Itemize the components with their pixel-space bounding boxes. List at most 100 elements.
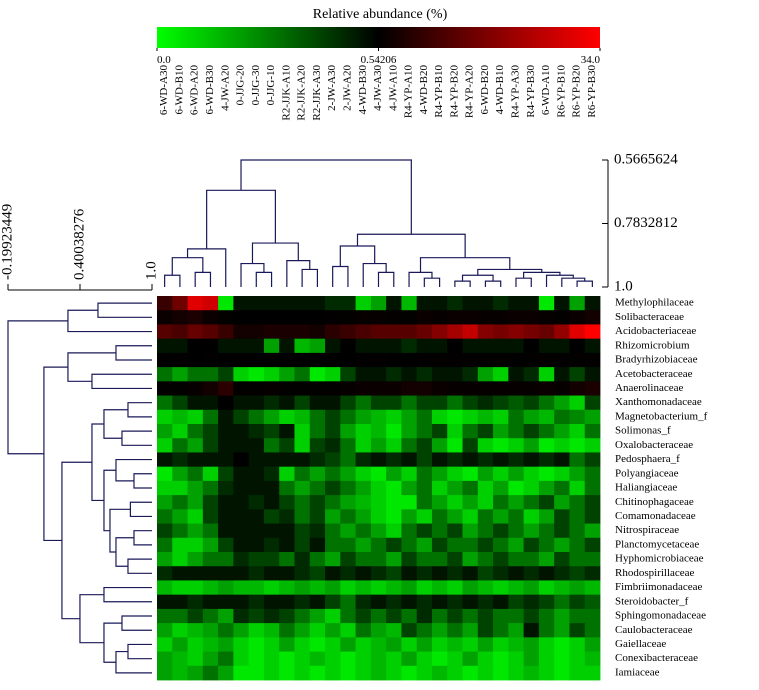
heat-cell — [187, 452, 204, 468]
heat-cell — [218, 352, 234, 368]
dendrogram-link — [561, 277, 586, 287]
heat-cell — [187, 637, 204, 652]
heat-cell — [202, 623, 219, 638]
heat-cell — [447, 509, 463, 524]
heat-cell — [202, 466, 219, 482]
heat-cell — [477, 552, 494, 567]
heat-cell — [386, 480, 402, 496]
dendrogram-link — [408, 271, 433, 287]
dendrogram-link — [515, 277, 532, 287]
column-label: R4-YP-A30 — [510, 65, 522, 119]
heat-cell — [218, 452, 234, 468]
heat-cell — [431, 466, 448, 482]
column-label: R6-YP-B10 — [555, 65, 567, 118]
heat-cell — [431, 338, 448, 354]
heat-cell — [248, 409, 265, 425]
heat-cell — [554, 580, 570, 596]
row-tree-tick-label: 0.40038276 — [71, 208, 87, 280]
row-label: Gaiellaceae — [615, 638, 666, 650]
heat-cell — [401, 438, 418, 453]
heat-cell — [233, 580, 250, 596]
heat-cell — [355, 566, 372, 581]
heat-cell — [248, 495, 265, 510]
heat-cell — [233, 495, 250, 510]
heat-cell — [187, 580, 204, 596]
row-label: Polyangiaceae — [615, 467, 679, 479]
column-label: R4-YP-B30 — [525, 65, 537, 118]
heat-cell — [202, 452, 219, 468]
heat-cell — [447, 594, 463, 610]
heat-cell — [279, 480, 295, 496]
heat-cell — [279, 438, 295, 453]
heat-cell — [157, 381, 173, 396]
heat-cell — [386, 381, 402, 396]
heat-cell — [294, 580, 311, 596]
heat-cell — [477, 395, 494, 411]
heat-cell — [554, 608, 570, 624]
dendrogram-link — [129, 501, 152, 518]
column-label: R6-YP-B20 — [571, 65, 583, 118]
heat-cell — [431, 580, 448, 596]
heat-cell — [584, 296, 601, 311]
heat-cell — [538, 367, 555, 382]
heat-cell — [523, 651, 540, 667]
heat-cell — [279, 608, 295, 624]
heat-cell — [477, 438, 494, 453]
column-label: R2-JJK-A30 — [311, 65, 323, 121]
heat-cell — [279, 296, 295, 311]
heat-cell — [569, 651, 586, 667]
heat-cell — [202, 480, 219, 496]
heat-cell — [401, 623, 418, 638]
heat-cell — [172, 409, 188, 425]
heat-cell — [538, 424, 555, 439]
heat-cell — [218, 395, 234, 411]
heat-cell — [233, 424, 250, 439]
heat-cell — [462, 480, 479, 496]
heat-cell — [447, 566, 463, 581]
heat-cell — [523, 523, 540, 539]
heat-cell — [325, 594, 341, 610]
heat-cell — [294, 409, 311, 425]
heat-cell — [462, 537, 479, 553]
column-label: 2-JW-A30 — [326, 65, 338, 111]
heat-cell — [431, 367, 448, 382]
dendrogram-link — [133, 473, 152, 489]
heat-cell — [523, 537, 540, 553]
heat-cell — [401, 352, 418, 368]
heat-cell — [355, 480, 372, 496]
heat-cell — [202, 367, 219, 382]
column-label: 0-JJG-10 — [265, 65, 277, 106]
heat-cell — [263, 637, 280, 652]
heat-cell — [523, 580, 540, 596]
heat-cell — [263, 509, 280, 524]
heat-cell — [493, 651, 509, 667]
heat-cell — [355, 651, 372, 667]
heat-cell — [370, 296, 387, 311]
heat-cell — [554, 452, 570, 468]
heat-cell — [493, 495, 509, 510]
heat-cell — [294, 424, 311, 439]
heat-cell — [538, 324, 555, 340]
heat-cell — [401, 665, 418, 681]
heat-cell — [172, 438, 188, 453]
heat-cell — [233, 381, 250, 396]
heat-cell — [233, 509, 250, 524]
heat-cell — [325, 623, 341, 638]
heat-cell — [279, 324, 295, 340]
heat-cell — [416, 338, 433, 354]
row-label: Steroidobacter_f — [615, 595, 689, 607]
heat-cell — [538, 608, 555, 624]
heat-cell — [340, 651, 356, 667]
column-label: 4-JW-A10 — [387, 65, 399, 111]
heat-cell — [431, 310, 448, 325]
heat-cell — [508, 324, 525, 340]
heat-cell — [569, 310, 586, 325]
heat-cell — [294, 552, 311, 567]
heat-cell — [157, 566, 173, 581]
heat-cell — [447, 367, 463, 382]
heat-cell — [248, 480, 265, 496]
heat-cell — [477, 537, 494, 553]
heat-cell — [263, 495, 280, 510]
heat-cell — [157, 409, 173, 425]
heat-cell — [508, 651, 525, 667]
